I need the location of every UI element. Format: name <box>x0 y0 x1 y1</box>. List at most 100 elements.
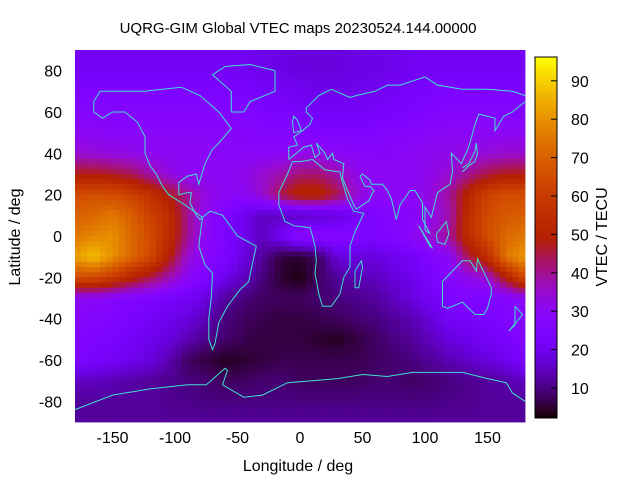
heatmap-cell <box>150 132 157 139</box>
heatmap-cell <box>93 251 101 258</box>
heatmap-cell <box>500 91 507 97</box>
heatmap-cell <box>112 256 120 263</box>
heatmap-cell <box>237 282 245 289</box>
heatmap-cell <box>125 101 132 108</box>
heatmap-cell <box>368 50 376 56</box>
heatmap-cell <box>187 205 195 211</box>
heatmap-cell <box>100 81 107 87</box>
heatmap-cell <box>312 380 320 387</box>
heatmap-cell <box>143 251 151 258</box>
heatmap-cell <box>262 380 270 387</box>
heatmap-cell <box>181 220 188 227</box>
heatmap-cell <box>281 210 288 216</box>
heatmap-cell <box>512 194 520 201</box>
heatmap-cell <box>368 184 376 190</box>
heatmap-cell <box>193 298 201 304</box>
heatmap-cell <box>381 70 388 77</box>
heatmap-cell <box>125 143 132 149</box>
heatmap-cell <box>275 246 282 252</box>
heatmap-cell <box>143 153 151 159</box>
heatmap-cell <box>437 194 445 201</box>
heatmap-cell <box>287 179 295 185</box>
heatmap-cell <box>506 323 513 330</box>
heatmap-cell <box>375 65 382 72</box>
heatmap-cell <box>168 401 176 407</box>
heatmap-cell <box>337 215 345 221</box>
heatmap-cell <box>81 380 88 387</box>
heatmap-cell <box>350 329 357 335</box>
heatmap-cell <box>306 158 313 165</box>
heatmap-cell <box>106 163 113 170</box>
heatmap-cell <box>306 339 313 345</box>
heatmap-cell <box>356 339 363 345</box>
heatmap-cell <box>468 354 476 361</box>
heatmap-cell <box>162 174 170 180</box>
heatmap-cell <box>318 106 326 113</box>
heatmap-cell <box>362 241 370 247</box>
heatmap-cell <box>393 230 401 237</box>
heatmap-cell <box>131 360 138 366</box>
heatmap-cell <box>212 127 220 134</box>
heatmap-cell <box>87 101 95 108</box>
heatmap-cell <box>343 298 351 304</box>
heatmap-cell <box>331 55 338 61</box>
heatmap-cell <box>112 360 120 366</box>
heatmap-cell <box>225 282 232 289</box>
heatmap-cell <box>500 313 507 320</box>
heatmap-cell <box>100 344 107 351</box>
heatmap-cell <box>318 184 326 190</box>
heatmap-cell <box>137 344 145 351</box>
heatmap-cell <box>256 132 263 139</box>
heatmap-cell <box>150 163 157 170</box>
heatmap-cell <box>293 272 301 278</box>
heatmap-cell <box>162 344 170 351</box>
heatmap-cell <box>393 179 401 185</box>
heatmap-cell <box>487 396 495 402</box>
heatmap-cell <box>300 189 307 196</box>
heatmap-cell <box>375 349 382 356</box>
heatmap-cell <box>268 132 276 139</box>
heatmap-cell <box>512 179 520 185</box>
heatmap-cell <box>187 106 195 113</box>
heatmap-cell <box>250 375 257 382</box>
heatmap-cell <box>381 50 388 56</box>
heatmap-cell <box>268 313 276 320</box>
heatmap-cell <box>206 236 213 242</box>
heatmap-cell <box>118 127 126 134</box>
heatmap-cell <box>156 210 163 216</box>
heatmap-cell <box>468 143 476 149</box>
heatmap-cell <box>218 349 226 356</box>
heatmap-cell <box>250 318 257 325</box>
heatmap-cell <box>331 282 338 289</box>
heatmap-cell <box>137 60 145 66</box>
heatmap-cell <box>200 106 207 113</box>
heatmap-cell <box>506 339 513 345</box>
heatmap-cell <box>193 339 201 345</box>
heatmap-cell <box>168 391 176 397</box>
heatmap-cell <box>400 396 407 402</box>
heatmap-cell <box>300 329 307 335</box>
heatmap-cell <box>87 91 95 97</box>
heatmap-cell <box>456 380 463 387</box>
heatmap-cell <box>281 251 288 258</box>
heatmap-cell <box>168 220 176 227</box>
heatmap-cell <box>306 153 313 159</box>
heatmap-cell <box>175 308 182 314</box>
heatmap-cell <box>418 334 426 340</box>
heatmap-cell <box>243 81 251 87</box>
heatmap-cell <box>300 86 307 92</box>
heatmap-cell <box>506 303 513 309</box>
heatmap-cell <box>181 184 188 190</box>
heatmap-cell <box>262 298 270 304</box>
heatmap-cell <box>193 75 201 82</box>
heatmap-cell <box>131 236 138 242</box>
heatmap-cell <box>450 360 457 366</box>
heatmap-cell <box>118 132 126 139</box>
heatmap-cell <box>175 75 182 82</box>
heatmap-cell <box>256 277 263 283</box>
heatmap-cell <box>493 137 501 144</box>
heatmap-cell <box>468 50 476 56</box>
heatmap-cell <box>187 349 195 356</box>
heatmap-cell <box>406 401 413 407</box>
heatmap-cell <box>318 189 326 196</box>
